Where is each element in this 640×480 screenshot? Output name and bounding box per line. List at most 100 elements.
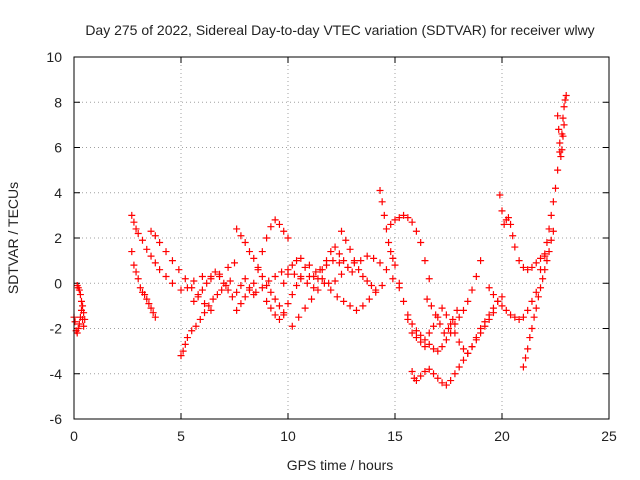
data-point — [226, 277, 234, 285]
y-tick-label: 8 — [54, 94, 62, 110]
data-point — [288, 322, 296, 330]
data-point — [168, 257, 176, 265]
data-point — [412, 334, 420, 342]
data-point — [132, 268, 140, 276]
data-point — [427, 302, 435, 310]
data-point — [338, 270, 345, 278]
data-point — [417, 239, 425, 247]
data-point — [162, 272, 170, 280]
plot-frame — [73, 56, 610, 420]
data-point — [481, 322, 489, 330]
data-point — [342, 236, 350, 244]
data-point — [537, 284, 545, 292]
data-point — [498, 207, 506, 215]
data-point — [532, 304, 540, 312]
data-point — [130, 218, 138, 226]
data-point — [524, 345, 532, 353]
data-point — [502, 306, 510, 314]
data-point — [290, 270, 298, 278]
data-point — [447, 320, 455, 328]
data-point — [224, 286, 232, 294]
data-point — [455, 363, 463, 371]
data-point — [389, 254, 397, 262]
data-point — [284, 234, 292, 242]
data-point — [434, 374, 442, 382]
data-point — [515, 315, 523, 323]
data-point — [532, 259, 540, 267]
data-point — [177, 286, 185, 294]
data-point — [539, 275, 547, 283]
series-prn-h — [233, 216, 292, 314]
data-point — [352, 306, 360, 314]
data-point — [507, 220, 515, 228]
data-point — [138, 236, 146, 244]
data-point — [554, 166, 562, 174]
data-point — [203, 279, 211, 287]
data-point — [376, 186, 384, 194]
data-point — [391, 216, 399, 224]
data-point — [430, 345, 438, 353]
data-point — [181, 275, 189, 283]
data-point — [455, 338, 463, 346]
data-point — [543, 239, 551, 247]
data-point — [545, 225, 553, 233]
data-point — [295, 313, 303, 321]
data-point — [293, 282, 301, 290]
data-point — [275, 302, 283, 310]
data-point — [284, 270, 292, 278]
data-point — [367, 282, 375, 290]
data-point — [549, 227, 557, 235]
data-point — [331, 277, 339, 285]
data-point — [382, 225, 390, 233]
data-point — [438, 343, 446, 351]
data-point — [408, 329, 416, 337]
data-point — [547, 236, 555, 244]
series-prn-u — [485, 284, 540, 323]
data-point — [303, 279, 311, 287]
data-point — [143, 295, 151, 303]
data-point — [134, 275, 142, 283]
data-point — [421, 367, 429, 375]
data-point — [449, 315, 457, 323]
data-point — [305, 272, 313, 280]
data-point — [71, 318, 79, 326]
data-point — [515, 257, 523, 265]
data-point — [417, 338, 425, 346]
data-point — [559, 132, 567, 140]
series-prn-k — [263, 272, 305, 323]
data-point — [532, 288, 540, 296]
data-point — [436, 320, 444, 328]
data-point — [376, 259, 384, 267]
data-point — [327, 286, 335, 294]
data-point — [147, 252, 155, 260]
data-point — [258, 284, 266, 292]
data-point — [207, 306, 215, 314]
data-point — [378, 282, 386, 290]
data-point — [451, 370, 459, 378]
data-point — [357, 257, 365, 265]
data-point — [496, 191, 504, 199]
data-point — [340, 257, 348, 265]
data-point — [555, 125, 563, 133]
data-point — [156, 239, 164, 247]
data-point — [297, 272, 305, 280]
y-tick-label: 6 — [54, 140, 62, 156]
data-point — [79, 302, 87, 310]
data-point — [168, 279, 176, 287]
data-point — [472, 336, 480, 344]
data-point — [363, 252, 371, 260]
y-tick-label: 4 — [54, 185, 62, 201]
data-point — [400, 297, 408, 305]
data-point — [263, 282, 271, 290]
data-point — [74, 325, 82, 332]
data-point — [331, 243, 339, 251]
data-point — [442, 336, 450, 344]
data-point — [201, 309, 209, 317]
data-point — [363, 277, 371, 285]
data-point — [468, 286, 476, 294]
data-point — [318, 275, 326, 283]
data-point — [241, 275, 249, 283]
data-point — [209, 295, 217, 303]
data-point — [348, 268, 356, 276]
data-point — [314, 286, 322, 294]
